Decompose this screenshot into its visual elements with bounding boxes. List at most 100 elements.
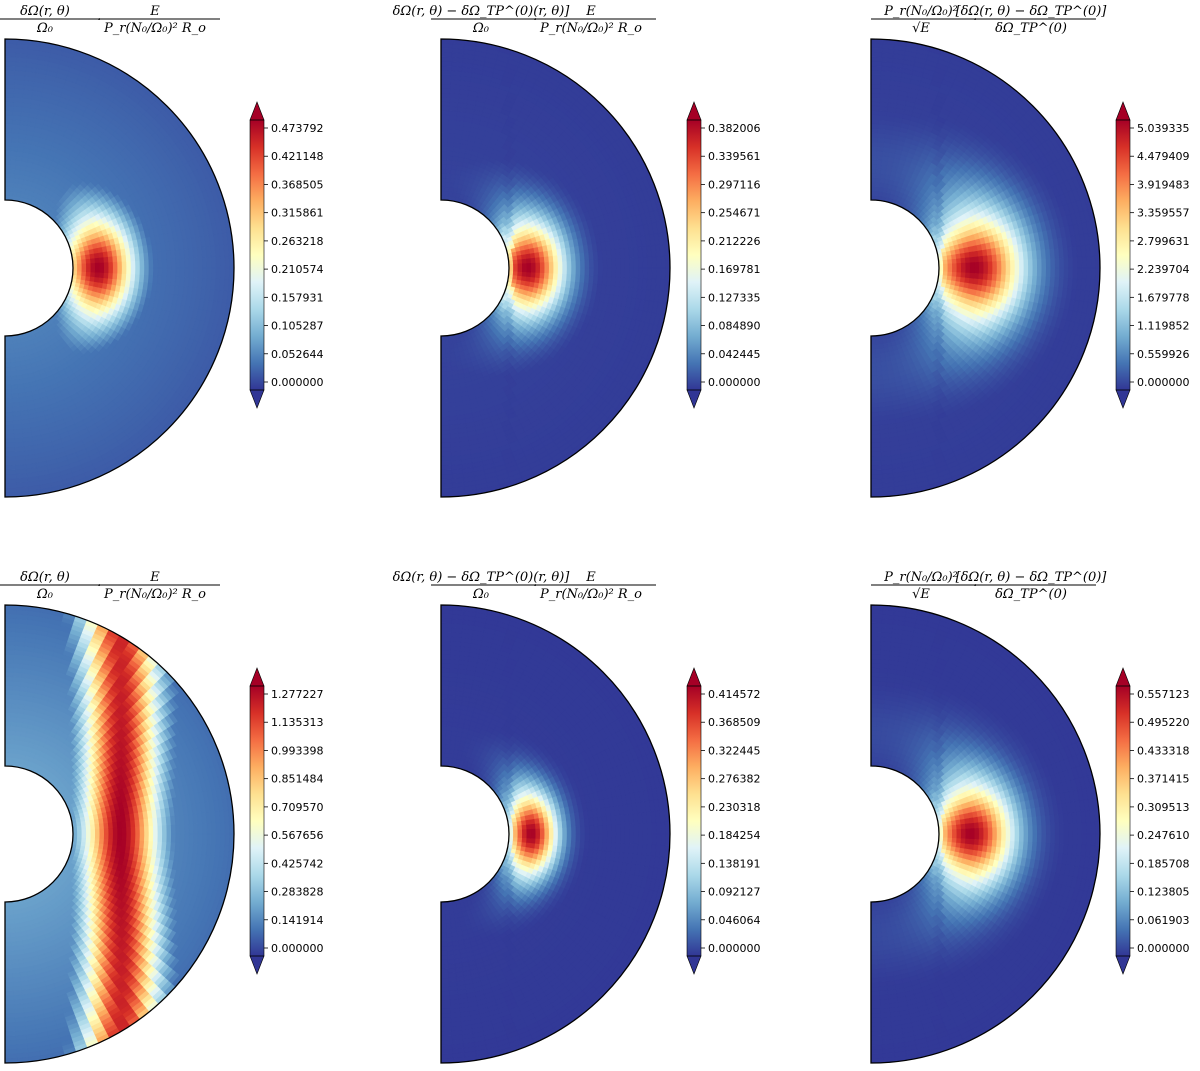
- heatmap-cell: [440, 384, 448, 390]
- heatmap-cell: [94, 257, 101, 264]
- heatmap-cell: [530, 257, 537, 264]
- heatmap-cell: [969, 256, 975, 264]
- heatmap-cell: [188, 267, 195, 279]
- heatmap-cell: [157, 259, 163, 269]
- heatmap-cell: [175, 258, 181, 269]
- heatmap-cell: [440, 424, 450, 431]
- heatmap-cell: [440, 433, 451, 440]
- heatmap-cell: [179, 267, 186, 278]
- heatmap-cell: [974, 267, 980, 274]
- heatmap-cell: [615, 258, 622, 269]
- heatmap-cell: [440, 163, 447, 170]
- colorbar-gradient: [250, 120, 264, 390]
- heatmap-cell: [4, 460, 16, 467]
- heatmap-cell: [219, 267, 226, 280]
- heatmap-cell: [10, 146, 19, 152]
- heatmap-cell: [876, 159, 883, 166]
- heatmap-cell: [956, 272, 962, 278]
- colorbar-tick-label: 0.339561: [708, 150, 761, 163]
- heatmap-cell: [956, 262, 962, 269]
- heatmap-cell: [4, 159, 11, 165]
- heatmap-cell: [960, 262, 967, 269]
- heatmap-cell: [580, 260, 586, 269]
- heatmap-cell: [530, 272, 537, 279]
- heatmap-cell: [440, 353, 447, 359]
- heatmap-cell: [951, 258, 958, 265]
- heatmap-cell: [642, 256, 648, 269]
- heatmap-cell: [870, 150, 878, 156]
- heatmap-cell: [4, 128, 13, 134]
- heatmap-cell: [215, 256, 221, 269]
- heatmap-cell: [446, 155, 454, 161]
- heatmap-cell: [539, 262, 546, 269]
- heatmap-cell: [4, 389, 12, 395]
- heatmap-cell: [521, 267, 528, 273]
- heatmap-cell: [11, 388, 19, 395]
- heatmap-cell: [445, 168, 452, 175]
- heatmap-cell: [965, 267, 971, 274]
- heatmap-cell: [943, 263, 949, 269]
- heatmap-cell: [117, 261, 123, 269]
- heatmap-cell: [642, 267, 648, 280]
- heatmap-cell: [9, 366, 17, 372]
- heatmap-cell: [4, 110, 14, 116]
- heatmap-cell: [943, 267, 949, 273]
- heatmap-cell: [4, 407, 13, 413]
- heatmap-cell: [188, 257, 195, 269]
- heatmap-cell: [90, 267, 96, 274]
- heatmap-cell: [539, 256, 545, 264]
- heatmap-cell: [440, 478, 453, 484]
- heatmap-cell: [526, 258, 532, 264]
- heatmap-cell: [629, 267, 635, 279]
- heatmap-cell: [440, 411, 450, 417]
- heatmap-cell: [588, 267, 595, 277]
- heatmap-cell: [593, 267, 599, 277]
- title-denominator: Ω₀: [36, 21, 54, 36]
- heatmap-cell: [440, 56, 453, 62]
- heatmap-cell: [444, 339, 450, 346]
- heatmap-cell: [440, 123, 449, 129]
- heatmap-cell: [10, 375, 18, 381]
- heatmap-cell: [539, 267, 546, 274]
- heatmap-cell: [99, 267, 105, 274]
- heatmap-cell: [444, 344, 450, 350]
- colorbar-extend-max: [686, 101, 702, 121]
- heatmap-cell: [76, 259, 83, 265]
- heatmap-cell: [874, 344, 880, 350]
- heatmap-cell: [4, 168, 11, 174]
- colorbar-tick-label: 0.084890: [708, 320, 761, 333]
- heatmap-cell: [566, 267, 572, 276]
- heatmap-cell: [4, 478, 17, 484]
- heatmap-cell: [121, 273, 127, 282]
- heatmap-cell: [440, 389, 448, 395]
- colorbar-extend-min: [686, 389, 702, 409]
- heatmap-cell: [11, 141, 19, 148]
- colorbar: 0.4737920.4211480.3685050.3158610.263218…: [249, 101, 324, 409]
- colorbar: 0.3820060.3395610.2971160.2546710.212226…: [686, 101, 761, 409]
- heatmap-cell: [947, 267, 953, 273]
- heatmap-cell: [978, 267, 985, 275]
- heatmap-cell: [4, 105, 14, 112]
- heatmap-cell: [870, 154, 878, 161]
- heatmap-cell: [539, 272, 545, 280]
- heatmap-cell: [440, 357, 447, 364]
- heatmap-cell: [9, 168, 16, 175]
- heatmap-cell: [521, 271, 528, 278]
- heatmap-cell: [4, 74, 16, 80]
- heatmap-cell: [4, 83, 15, 89]
- heatmap-cell: [440, 74, 452, 80]
- heatmap-cell: [211, 267, 217, 280]
- heatmap-cell: [148, 259, 154, 269]
- heatmap-cell: [4, 362, 11, 368]
- heatmap-cell: [135, 267, 141, 276]
- heatmap-cell: [4, 420, 14, 426]
- colorbar-tick-label: 0.421148: [271, 150, 324, 163]
- heatmap-cell: [4, 47, 17, 54]
- heatmap-cell: [526, 272, 532, 278]
- heatmap-cell: [8, 348, 15, 355]
- heatmap-cell: [870, 163, 877, 170]
- heatmap-cell: [77, 267, 83, 273]
- heatmap-cell: [633, 267, 640, 279]
- heatmap-cell: [4, 366, 11, 373]
- heatmap-cell: [4, 52, 17, 58]
